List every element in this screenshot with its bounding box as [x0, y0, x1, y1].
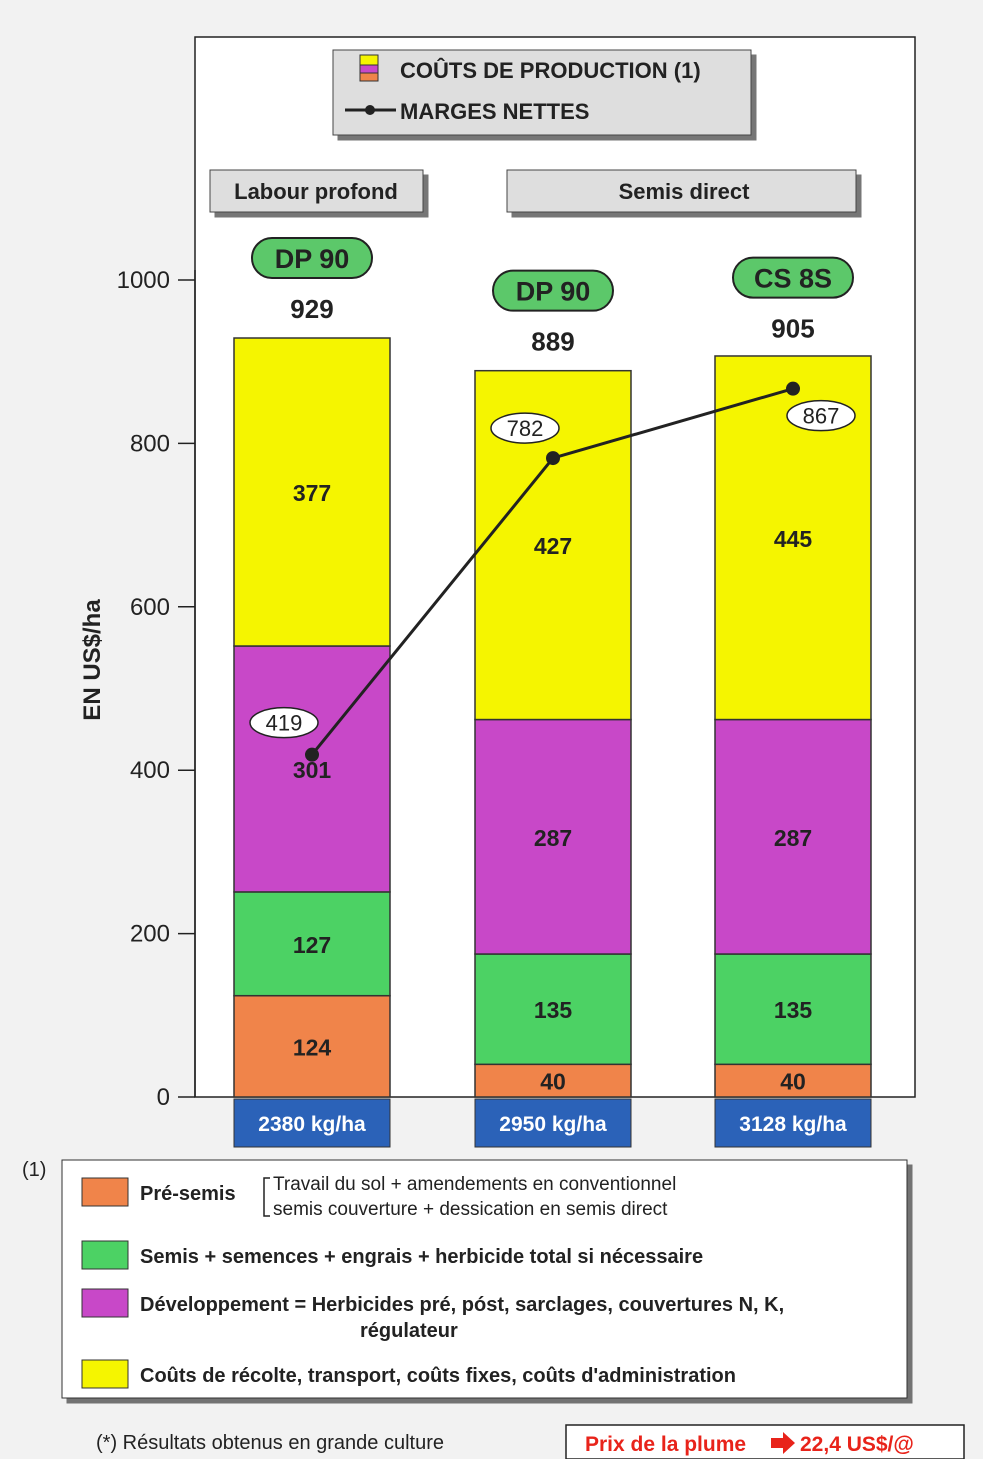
bar-value-label: 427 [534, 533, 572, 559]
y-tick-label: 200 [130, 921, 170, 948]
top-legend-cost-label: COÛTS DE PRODUCTION (1) [400, 58, 701, 83]
yield-label: 2380 kg/ha [258, 1113, 366, 1136]
category-label: DP 90 [516, 277, 591, 307]
category-badges: DP 90 DP 90 CS 8S [251, 237, 854, 312]
margin-value-bubble [249, 706, 319, 739]
legend-label-semis: Semis + semences + engrais + herbicide t… [140, 1246, 703, 1268]
price-value: 22,4 US$/@ [800, 1433, 914, 1456]
legend-swatch-semis [81, 1240, 129, 1270]
bar-segment-pre_semis [714, 1063, 872, 1098]
arrow-right-icon [771, 1432, 795, 1454]
margin-line: 419 782 867 [249, 381, 856, 762]
bar-segment-recolte [233, 337, 391, 647]
legend-box [61, 1159, 908, 1399]
y-tick-label: 400 [130, 757, 170, 784]
yield-label: 3128 kg/ha [739, 1113, 847, 1136]
bar-segment-semis [233, 891, 391, 997]
y-axis-title: EN US$/ha [79, 599, 106, 721]
margin-point [786, 381, 800, 396]
legend-label-pre-semis: Pré-semis [140, 1183, 236, 1205]
bar-segment-developpement [474, 718, 632, 955]
legend-swatch-developpement [81, 1288, 129, 1318]
total-label: 905 [771, 314, 814, 344]
top-legend-line-marker [345, 105, 396, 115]
bar-segment-pre_semis [233, 994, 391, 1098]
legend-detail-pre-semis-1: Travail du sol + amendements en conventi… [273, 1174, 676, 1195]
legend-label-recolte: Coûts de récolte, transport, coûts fixes… [140, 1365, 736, 1387]
group-header-semis [506, 169, 857, 213]
legend-bracket [263, 1177, 270, 1217]
legend-label-developpement-2: régulateur [360, 1320, 458, 1342]
bar-value-label: 40 [780, 1069, 806, 1095]
y-tick-label: 800 [130, 430, 170, 457]
yield-label: 2950 kg/ha [499, 1113, 607, 1136]
y-tick-label: 600 [130, 594, 170, 621]
bar-value-label: 135 [534, 997, 573, 1023]
bar-value-label: 124 [293, 1034, 332, 1060]
yield-box [474, 1098, 632, 1148]
bar-value-label: 377 [293, 480, 331, 506]
bar-segment-semis [474, 953, 632, 1066]
bar-value-label: 127 [293, 932, 331, 958]
bar-segment-semis [714, 953, 872, 1066]
footnote: (*) Résultats obtenus en grande culture [96, 1432, 444, 1454]
yield-box [233, 1098, 391, 1148]
category-badge [251, 237, 373, 280]
y-tick-label: 0 [157, 1084, 170, 1111]
bar-value-label: 287 [774, 825, 812, 851]
group-label-semis: Semis direct [619, 179, 751, 204]
group-header-labour [209, 169, 424, 213]
total-labels: 929 889 905 [290, 294, 814, 357]
bar-segment-developpement [714, 718, 872, 955]
category-badge [492, 269, 614, 312]
legend-detail-pre-semis-2: semis couverture + dessication en semis … [273, 1199, 668, 1220]
margin-value-bubble [786, 399, 856, 432]
bar-value-label: 445 [774, 526, 813, 552]
y-axis: 0 200 400 600 800 1000 [117, 267, 196, 1111]
top-legend-margin-label: MARGES NETTES [400, 99, 589, 124]
margin-value-label: 782 [507, 416, 544, 441]
category-label: DP 90 [275, 244, 350, 274]
category-label: CS 8S [754, 264, 832, 294]
margin-value-label: 419 [266, 711, 303, 736]
bar-value-label: 40 [540, 1069, 566, 1095]
bar-segment-developpement [233, 645, 391, 893]
y-tick-label: 1000 [117, 267, 170, 294]
yield-labels: 2380 kg/ha 2950 kg/ha 3128 kg/ha [233, 1098, 872, 1148]
margin-point [546, 451, 560, 466]
margin-point [305, 747, 319, 762]
legend-swatch-recolte [81, 1359, 129, 1389]
legend-label-developpement-1: Développement = Herbicides pré, póst, sa… [140, 1294, 784, 1316]
legend-swatch-pre-semis [81, 1177, 129, 1207]
top-legend-cost-swatch [359, 54, 379, 82]
margin-value-label: 867 [803, 404, 840, 429]
bar-value-label: 135 [774, 997, 813, 1023]
price-box [565, 1424, 965, 1459]
yield-box [714, 1098, 872, 1148]
total-label: 889 [531, 327, 574, 357]
total-label: 929 [290, 294, 333, 324]
legend-marker: (1) [22, 1159, 46, 1181]
top-legend [332, 49, 752, 136]
margin-value-bubble [490, 412, 560, 444]
price-prefix: Prix de la plume [585, 1433, 746, 1456]
category-badge [732, 256, 854, 299]
bar-value-label: 287 [534, 825, 572, 851]
group-label-labour: Labour profond [234, 179, 398, 204]
